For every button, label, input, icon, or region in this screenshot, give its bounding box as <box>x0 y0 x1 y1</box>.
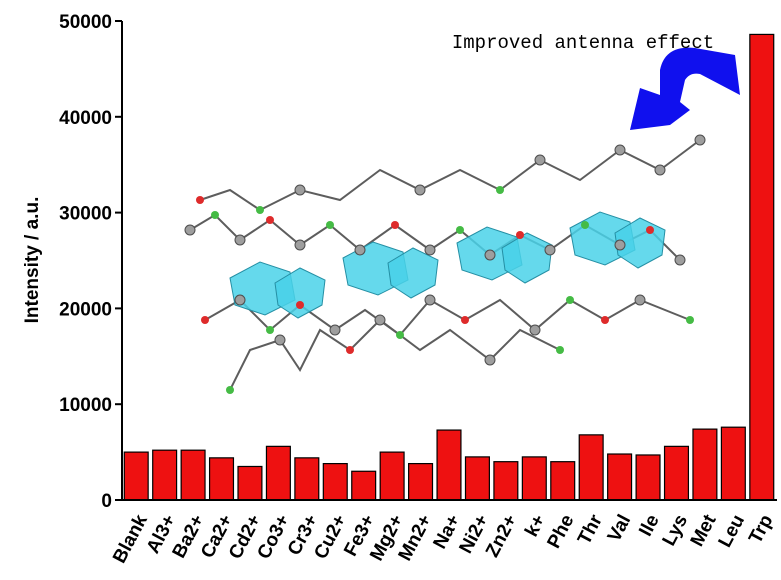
x-tick-label: Val <box>604 511 635 545</box>
x-tick-label: Lys <box>659 511 693 549</box>
bar <box>665 446 689 500</box>
bar <box>380 452 404 500</box>
y-tick-label: 10000 <box>59 395 112 416</box>
bar <box>494 462 518 500</box>
bar <box>551 462 575 500</box>
chart: Improved antenna effect Intensity / a.u.… <box>0 0 781 580</box>
annotation: Improved antenna effect <box>452 32 714 54</box>
bar <box>181 450 205 500</box>
bar <box>153 450 177 500</box>
bar <box>352 471 376 500</box>
bar <box>210 458 234 500</box>
x-tick-label: Trp <box>745 511 777 547</box>
bar <box>295 458 319 500</box>
bar <box>465 457 489 500</box>
bar <box>266 446 290 500</box>
bar <box>579 435 603 500</box>
crystal-structure-illustration <box>185 135 705 394</box>
x-tick-label: Thr <box>574 511 607 548</box>
x-tick-label: Blank <box>109 511 152 567</box>
bar <box>608 454 632 500</box>
y-tick-label: 50000 <box>59 12 112 33</box>
bar <box>721 427 745 500</box>
y-tick-label: 40000 <box>59 108 112 129</box>
y-axis-label: Intensity / a.u. <box>22 197 43 324</box>
bar <box>693 429 717 500</box>
bar <box>750 34 774 500</box>
y-tick-label: 0 <box>101 491 112 512</box>
bar <box>437 430 461 500</box>
x-tick-label: Leu <box>715 511 749 551</box>
y-tick-label: 30000 <box>59 204 112 225</box>
bar <box>323 464 347 500</box>
x-tick-label: Met <box>687 511 721 550</box>
annotation-arrow <box>630 48 740 130</box>
bar <box>238 466 262 500</box>
bar <box>522 457 546 500</box>
bar <box>636 455 660 500</box>
bar <box>409 464 433 500</box>
x-tick-label: Ile <box>635 511 663 540</box>
x-tick-label: Phe <box>544 511 579 552</box>
y-tick-label: 20000 <box>59 299 112 320</box>
bar <box>124 452 148 500</box>
